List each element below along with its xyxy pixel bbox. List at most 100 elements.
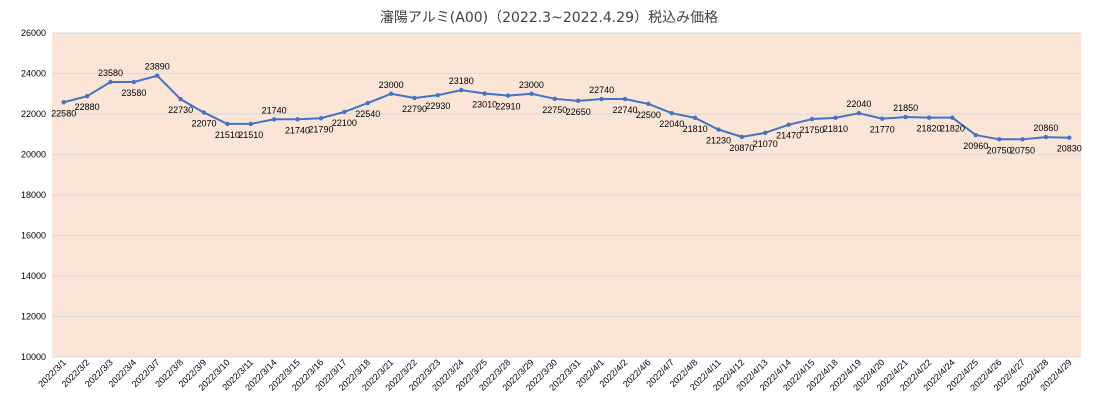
data-point bbox=[388, 91, 394, 96]
data-label: 21820 bbox=[916, 124, 941, 134]
data-label: 22500 bbox=[636, 110, 661, 120]
data-label: 22750 bbox=[542, 105, 567, 115]
data-label: 21230 bbox=[706, 136, 731, 146]
data-label: 22540 bbox=[355, 109, 380, 119]
data-point bbox=[248, 121, 253, 127]
data-point bbox=[435, 92, 441, 98]
data-point bbox=[365, 100, 370, 106]
data-label: 21470 bbox=[776, 131, 801, 141]
y-axis-ticks: 10000 12000 14000 16000 18000 20000 22000 24000… bbox=[21, 28, 46, 362]
y-tick-label: 12000 bbox=[21, 312, 46, 322]
data-label: 20750 bbox=[987, 145, 1012, 155]
data-point bbox=[950, 115, 955, 120]
data-point bbox=[108, 79, 113, 85]
y-tick-label: 16000 bbox=[21, 231, 46, 241]
y-tick-label: 24000 bbox=[21, 69, 46, 79]
data-label: 21750 bbox=[800, 125, 825, 135]
data-point bbox=[61, 100, 66, 105]
data-point bbox=[271, 117, 277, 122]
data-point bbox=[225, 121, 230, 127]
data-label: 21810 bbox=[823, 124, 848, 134]
data-point bbox=[459, 87, 464, 93]
data-point bbox=[599, 96, 604, 102]
data-point bbox=[716, 127, 721, 132]
data-points bbox=[61, 73, 1072, 142]
data-label: 20750 bbox=[1010, 145, 1035, 155]
data-point bbox=[1043, 134, 1049, 140]
data-point bbox=[201, 110, 207, 115]
y-tick-label: 26000 bbox=[21, 28, 46, 38]
data-label: 23890 bbox=[145, 62, 170, 72]
data-label: 21790 bbox=[308, 124, 333, 134]
data-point bbox=[996, 137, 1002, 142]
data-label: 20870 bbox=[729, 143, 754, 153]
y-tick-label: 22000 bbox=[21, 109, 46, 119]
data-label: 22040 bbox=[846, 99, 871, 109]
data-label: 21510 bbox=[238, 130, 263, 140]
data-point bbox=[482, 91, 487, 96]
data-point bbox=[178, 97, 183, 102]
data-point bbox=[318, 116, 324, 121]
data-point bbox=[669, 110, 674, 116]
data-label: 21810 bbox=[683, 124, 708, 134]
y-tick-label: 10000 bbox=[21, 352, 46, 362]
data-labels: 2258022880235802358023890227302207021510… bbox=[51, 62, 1082, 156]
y-tick-label: 14000 bbox=[21, 271, 46, 281]
data-label: 23000 bbox=[519, 80, 544, 90]
data-point bbox=[1067, 135, 1072, 140]
data-label: 22650 bbox=[566, 107, 591, 117]
data-label: 22790 bbox=[402, 104, 427, 114]
data-label: 23180 bbox=[449, 76, 474, 86]
data-point bbox=[622, 96, 628, 102]
data-label: 22730 bbox=[168, 105, 193, 115]
data-label: 23010 bbox=[472, 100, 497, 110]
data-point bbox=[1020, 137, 1025, 142]
data-point bbox=[84, 93, 90, 99]
data-label: 22880 bbox=[75, 102, 100, 112]
data-label: 23580 bbox=[121, 88, 146, 98]
data-point bbox=[809, 116, 815, 122]
x-axis-ticks: 2022/3/12022/3/22022/3/32022/3/42022/3/7… bbox=[36, 357, 1073, 392]
data-label: 22070 bbox=[191, 119, 216, 129]
chart-title: 瀋陽アルミ(A00)（2022.3~2022.4.29）税込み価格 bbox=[380, 9, 718, 26]
data-point bbox=[786, 122, 791, 127]
data-label: 22930 bbox=[425, 101, 450, 111]
data-point bbox=[155, 73, 160, 78]
data-point bbox=[833, 115, 838, 121]
data-label: 23580 bbox=[98, 68, 123, 78]
data-point bbox=[973, 132, 978, 138]
data-label: 20860 bbox=[1033, 123, 1058, 133]
y-tick-label: 20000 bbox=[21, 150, 46, 160]
data-point bbox=[926, 115, 932, 120]
y-tick-label: 18000 bbox=[21, 190, 46, 200]
data-label: 21850 bbox=[893, 103, 918, 113]
data-label: 21070 bbox=[753, 139, 778, 149]
data-label: 20830 bbox=[1057, 144, 1082, 154]
gridlines bbox=[52, 32, 1081, 358]
data-point bbox=[131, 79, 137, 85]
data-point bbox=[552, 96, 558, 102]
data-label: 22580 bbox=[51, 108, 76, 118]
data-point bbox=[692, 115, 698, 121]
data-label: 21770 bbox=[870, 125, 895, 135]
data-point bbox=[575, 98, 581, 104]
data-point bbox=[880, 116, 885, 121]
data-point bbox=[739, 134, 745, 140]
data-label: 22100 bbox=[332, 118, 357, 128]
data-label: 21740 bbox=[285, 125, 310, 135]
data-label: 23000 bbox=[379, 80, 404, 90]
data-label: 21510 bbox=[215, 130, 240, 140]
data-point bbox=[505, 93, 511, 98]
data-point bbox=[342, 109, 347, 115]
data-label: 22740 bbox=[589, 85, 614, 95]
data-point bbox=[903, 114, 908, 120]
series-line bbox=[63, 74, 1070, 141]
data-point bbox=[295, 117, 300, 122]
data-label: 22740 bbox=[612, 105, 637, 115]
data-point bbox=[856, 110, 862, 116]
data-point bbox=[529, 91, 534, 96]
data-point bbox=[646, 101, 651, 107]
data-label: 22910 bbox=[496, 102, 521, 112]
